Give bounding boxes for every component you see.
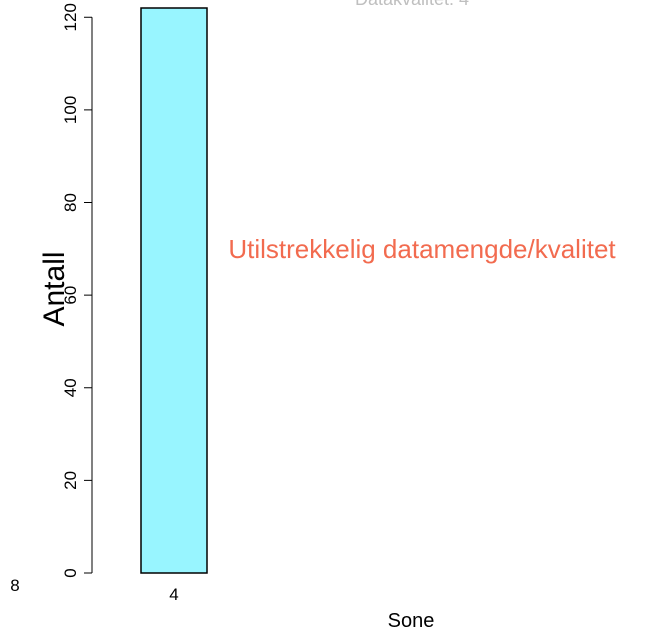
x-axis-label: Sone: [388, 610, 435, 632]
x-axis: 4: [169, 585, 178, 604]
annotation-insufficient-data: Utilstrekkelig datamengde/kvalitet: [228, 234, 616, 264]
bar-4: [140, 7, 208, 574]
bars-group: [140, 7, 208, 574]
subtitle: Datakvalitet: 4: [355, 0, 469, 9]
y-tick-label: 80: [61, 193, 80, 212]
y-axis-label: Antall: [38, 251, 71, 326]
x-tick-label: 4: [169, 585, 178, 604]
margin-label: 8: [10, 576, 19, 595]
y-tick-label: 100: [61, 96, 80, 124]
y-tick-label: 20: [61, 471, 80, 490]
y-tick-label: 60: [61, 286, 80, 305]
y-axis: 0 20 40 60 80 100 120: [61, 3, 93, 578]
y-tick-label: 0: [61, 568, 80, 577]
y-tick-label: 120: [61, 3, 80, 31]
y-tick-label: 40: [61, 378, 80, 397]
